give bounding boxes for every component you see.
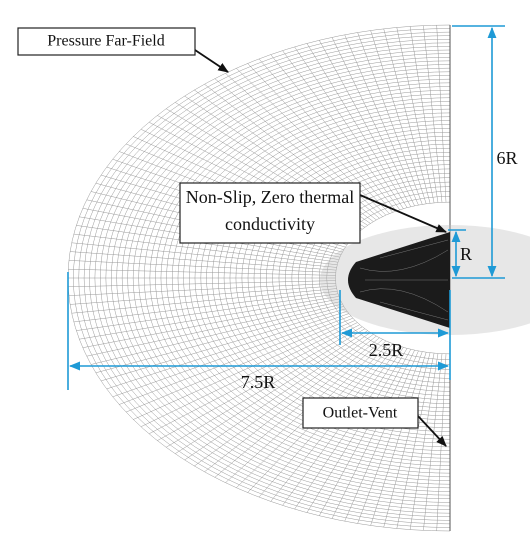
wall-label: Non-Slip, Zero thermal bbox=[186, 187, 354, 207]
radius-label: R bbox=[460, 244, 472, 264]
far-field-pointer bbox=[194, 49, 229, 73]
wall-label: conductivity bbox=[225, 214, 315, 234]
outlet-box bbox=[302, 397, 419, 429]
height-label: 6R bbox=[496, 148, 517, 168]
far-field-box bbox=[17, 27, 196, 56]
body-length-label: 2.5R bbox=[369, 340, 404, 360]
wall-box bbox=[179, 182, 361, 244]
body-mesh bbox=[359, 239, 449, 321]
far-field-label: Pressure Far-Field bbox=[47, 33, 164, 50]
outlet-pointer bbox=[417, 415, 447, 447]
domain-length-label: 7.5R bbox=[241, 372, 276, 392]
wall-pointer bbox=[359, 194, 447, 233]
outlet-label: Outlet-Vent bbox=[323, 405, 398, 422]
